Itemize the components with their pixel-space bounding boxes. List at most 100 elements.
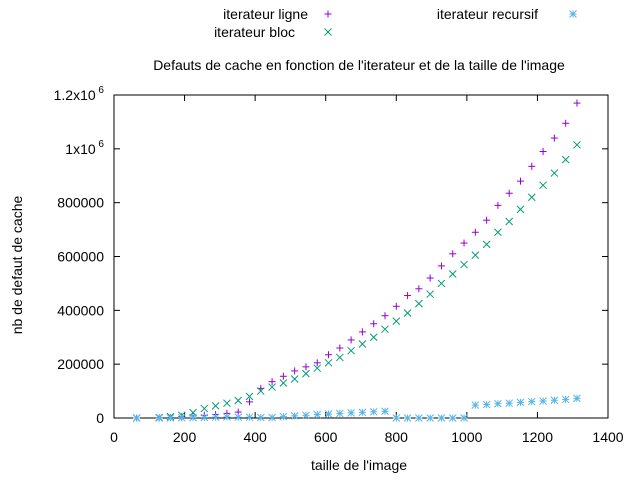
legend-label: iterateur recursif [437, 6, 538, 22]
data-point [223, 399, 231, 408]
y-tick-label: 200000 [57, 356, 104, 372]
data-point [550, 396, 559, 405]
data-point [494, 201, 502, 209]
data-point [505, 399, 514, 408]
data-point [245, 413, 254, 422]
x-tick-label: 600 [314, 429, 338, 445]
data-point [290, 375, 299, 383]
series-plus [133, 99, 581, 422]
data-point [460, 414, 468, 422]
data-point [561, 155, 570, 164]
data-point [245, 398, 253, 406]
data-point [200, 413, 209, 422]
data-point [550, 134, 558, 142]
data-point [324, 410, 333, 418]
data-point [256, 413, 265, 422]
data-point [358, 340, 367, 348]
series-layer [132, 99, 581, 422]
data-point [392, 302, 400, 310]
data-point [302, 411, 310, 420]
data-point [324, 358, 333, 367]
data-point [369, 407, 378, 416]
x-tick-label: 800 [385, 429, 409, 445]
data-point [437, 279, 446, 288]
y-axis: 0 200000 400000 600000 800000 1x10 6 1.2x10 6 [54, 85, 608, 426]
data-point [415, 299, 423, 308]
data-point [302, 363, 310, 371]
data-point [494, 228, 502, 237]
data-point [539, 148, 547, 156]
data-point [392, 414, 401, 422]
data-point [189, 413, 197, 422]
data-point [426, 414, 435, 422]
data-point [448, 414, 457, 422]
data-point [426, 290, 435, 299]
data-point [369, 333, 378, 342]
y-tick-label: 0 [96, 410, 104, 426]
data-point [381, 325, 389, 334]
data-point [279, 379, 288, 387]
data-point [494, 399, 502, 408]
data-point [370, 320, 378, 328]
legend-marker-plus [324, 10, 332, 18]
data-point [482, 240, 491, 249]
data-point [562, 119, 570, 127]
data-point [335, 409, 344, 418]
data-point [505, 189, 513, 197]
data-point [415, 285, 423, 293]
legend-marker-star [569, 10, 577, 18]
data-point [290, 411, 299, 420]
data-point [482, 400, 491, 409]
data-point [335, 353, 344, 362]
data-point [403, 414, 412, 422]
x-tick-label: 1400 [592, 429, 623, 445]
x-tick-label: 200 [173, 429, 197, 445]
data-point [313, 410, 322, 419]
data-point [302, 369, 310, 378]
legend-label: iterateur bloc [214, 24, 295, 40]
data-point [313, 359, 321, 367]
data-point [527, 193, 536, 202]
data-point [448, 270, 457, 278]
data-point [471, 251, 480, 260]
data-point [516, 398, 525, 407]
data-point [268, 413, 276, 422]
x-tick-label: 400 [243, 429, 267, 445]
data-point [245, 392, 254, 401]
data-point [471, 401, 480, 409]
x-tick-label: 1000 [451, 429, 482, 445]
data-point [211, 402, 220, 410]
x-tick-label: 0 [110, 429, 118, 445]
data-point [460, 239, 468, 247]
data-point [483, 216, 491, 224]
data-point [437, 414, 446, 422]
data-point [347, 346, 355, 355]
data-point [268, 383, 276, 391]
x-axis-label: taille de l'image [311, 457, 407, 473]
legend-marker-cross [324, 28, 332, 36]
data-point [573, 394, 581, 403]
data-point [528, 162, 536, 170]
data-point [415, 414, 423, 422]
data-point [460, 260, 468, 269]
data-point [155, 414, 164, 422]
data-point [291, 367, 299, 375]
series-star [132, 394, 581, 422]
y-tick-label: 400000 [57, 302, 104, 318]
plot-frame [113, 94, 609, 419]
data-point [256, 387, 265, 395]
y-tick-label: 1.2x10 6 [54, 85, 105, 103]
data-point [279, 412, 288, 421]
legend-label: iterateur ligne [223, 6, 308, 22]
data-point [358, 328, 366, 336]
data-point [279, 372, 287, 380]
x-axis: 0 200 400 600 800 1000 1200 1400 [110, 95, 624, 445]
data-point [471, 228, 479, 236]
data-point [381, 407, 389, 416]
y-tick-label: 1x10 6 [65, 139, 104, 157]
data-point [211, 413, 220, 422]
data-point [234, 396, 243, 405]
legend: iterateur ligne iterateur bloc iterateur r… [214, 6, 577, 40]
data-point [166, 414, 175, 422]
